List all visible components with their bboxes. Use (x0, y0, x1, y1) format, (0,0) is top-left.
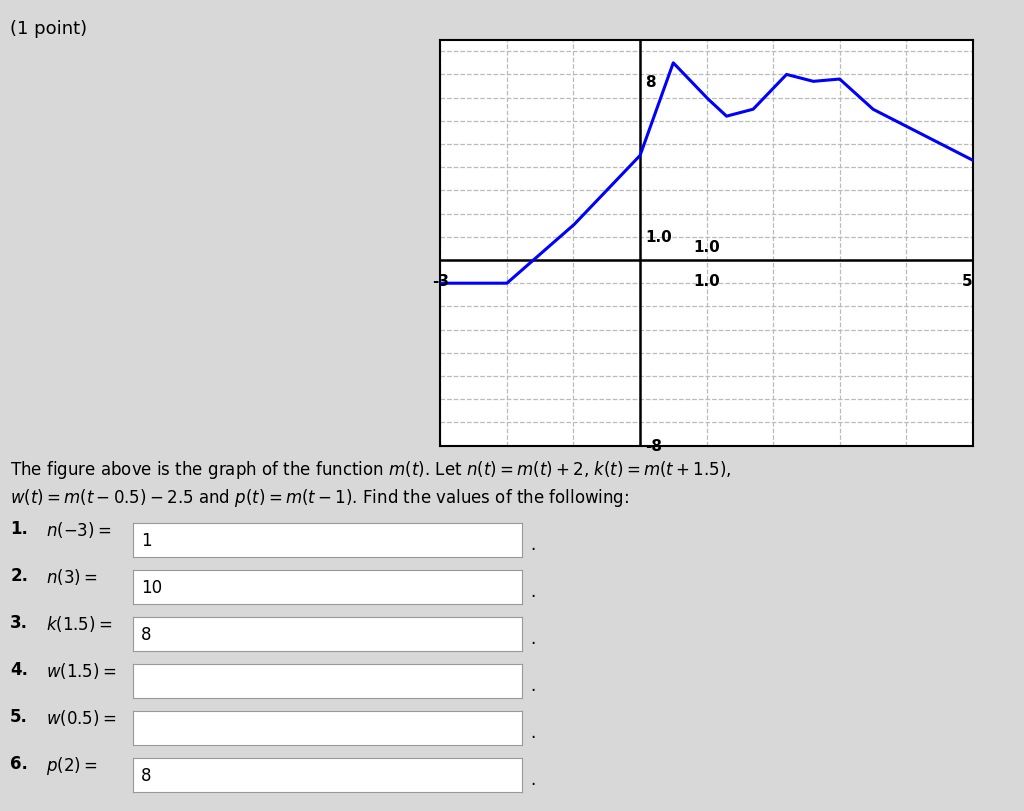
Text: .: . (530, 535, 536, 553)
Text: $n(-3)=$: $n(-3)=$ (46, 519, 112, 539)
Text: 8: 8 (141, 766, 152, 784)
Text: $n(3)=$: $n(3)=$ (46, 566, 97, 586)
Text: $k(1.5)=$: $k(1.5)=$ (46, 613, 113, 633)
Text: .: . (530, 629, 536, 647)
Text: -3: -3 (432, 273, 449, 289)
Text: 8: 8 (645, 75, 656, 90)
Text: .: . (530, 676, 536, 694)
Text: 4.: 4. (10, 660, 29, 678)
Text: $p(2)=$: $p(2)=$ (46, 754, 97, 776)
Text: (1 point): (1 point) (10, 20, 87, 38)
Text: 10: 10 (141, 578, 162, 596)
Text: 5: 5 (963, 273, 973, 289)
Text: .: . (530, 723, 536, 741)
Text: 5.: 5. (10, 707, 28, 725)
Text: $w(t) = m(t - 0.5) - 2.5$ and $p(t) = m(t - 1)$. Find the values of the followin: $w(t) = m(t - 0.5) - 2.5$ and $p(t) = m(… (10, 487, 630, 508)
Text: 1: 1 (141, 531, 152, 549)
Text: 1.0: 1.0 (693, 240, 720, 255)
Text: 1.: 1. (10, 519, 28, 537)
Text: 8: 8 (141, 625, 152, 643)
Text: 1.0: 1.0 (645, 230, 672, 245)
Text: $w(0.5)=$: $w(0.5)=$ (46, 707, 117, 727)
Text: 1.0: 1.0 (693, 273, 720, 289)
Text: .: . (530, 770, 536, 788)
Text: 3.: 3. (10, 613, 29, 631)
Text: 2.: 2. (10, 566, 29, 584)
Text: .: . (530, 582, 536, 600)
Text: -8: -8 (645, 439, 663, 453)
Text: 6.: 6. (10, 754, 28, 772)
Text: The figure above is the graph of the function $m(t)$. Let $n(t) = m(t) + 2$, $k(: The figure above is the graph of the fun… (10, 458, 732, 480)
Text: $w(1.5)=$: $w(1.5)=$ (46, 660, 117, 680)
